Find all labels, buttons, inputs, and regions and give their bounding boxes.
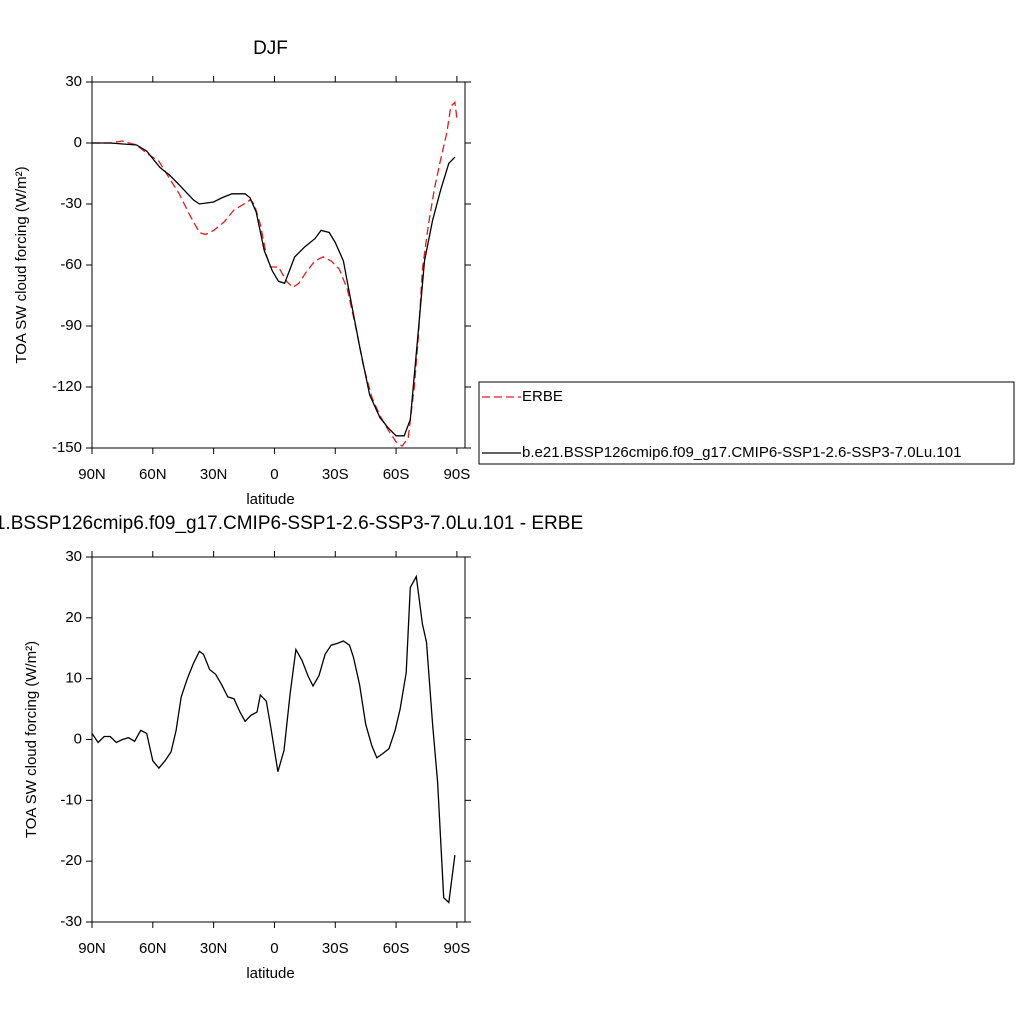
x-tick-label: 60S (383, 466, 410, 483)
y-tick-label: -150 (52, 439, 82, 456)
chart-title: b.e21.BSSP126cmip6.f09_g17.CMIP6-SSP1-2.… (0, 513, 583, 534)
y-axis-label: TOA SW cloud forcing (W/m²) (23, 641, 40, 838)
x-tick-label: 0 (270, 466, 278, 483)
x-tick-label: 90S (444, 466, 471, 483)
legend-box (478, 381, 1015, 465)
y-tick-label: 0 (74, 134, 82, 151)
x-tick-label: 90N (78, 940, 106, 957)
y-tick-label: 20 (65, 609, 82, 626)
y-tick-label: 30 (65, 548, 82, 565)
x-tick-label: 60S (383, 940, 410, 957)
x-axis-label: latitude (246, 491, 294, 508)
x-axis-label: latitude (246, 965, 294, 982)
y-tick-label: -120 (52, 378, 82, 395)
x-tick-label: 90N (78, 466, 106, 483)
data-line (91, 574, 456, 904)
x-tick-label: 0 (270, 940, 278, 957)
data-line (92, 142, 456, 437)
y-tick-label: -10 (60, 791, 82, 808)
x-tick-label: 60N (139, 466, 167, 483)
x-tick-label: 30S (322, 466, 349, 483)
x-tick-label: 60N (139, 940, 167, 957)
y-tick-label: -90 (60, 317, 82, 334)
y-tick-label: -30 (60, 195, 82, 212)
y-tick-label: -60 (60, 256, 82, 273)
plot-frame (91, 81, 466, 449)
x-tick-label: 30N (200, 940, 228, 957)
y-tick-label: 30 (65, 73, 82, 90)
chart-title: DJF (253, 38, 288, 59)
y-tick-label: -30 (60, 913, 82, 930)
x-tick-label: 30S (322, 940, 349, 957)
legend-label: b.e21.BSSP126cmip6.f09_g17.CMIP6-SSP1-2.… (522, 444, 961, 461)
x-tick-label: 90S (444, 940, 471, 957)
y-axis-label: TOA SW cloud forcing (W/m²) (13, 166, 30, 363)
x-tick-label: 30N (200, 466, 228, 483)
y-tick-label: 10 (65, 670, 82, 687)
legend-label: ERBE (522, 388, 563, 405)
y-tick-label: 0 (74, 730, 82, 747)
y-tick-label: -20 (60, 852, 82, 869)
